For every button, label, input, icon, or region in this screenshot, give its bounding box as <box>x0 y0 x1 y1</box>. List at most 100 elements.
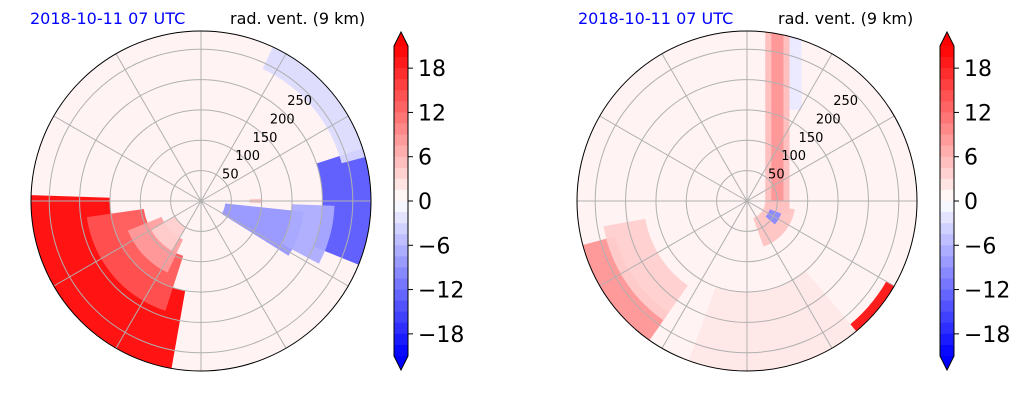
colorbar-band <box>940 167 954 180</box>
colorbar-tick-label: 6 <box>964 146 978 171</box>
azimuth-gridline <box>661 200 748 349</box>
colorbar-band <box>394 189 408 202</box>
colorbar-band <box>940 256 954 268</box>
azimuth-gridline <box>599 200 748 287</box>
radial-tick-label: 150 <box>799 131 824 146</box>
radial-tick-label: 150 <box>253 131 278 146</box>
colorbar-band <box>940 156 954 169</box>
colorbar-band <box>394 212 408 224</box>
colorbar-band <box>394 167 408 180</box>
polar-panel-1: 50 100 150 200 250 2018-10-11 07 UTC rad. vent… <box>30 9 464 372</box>
colorbar-band <box>394 256 408 268</box>
colorbar-band <box>394 223 408 235</box>
colorbar-band <box>394 145 408 158</box>
field-region <box>850 281 897 334</box>
colorbar-band <box>394 68 408 80</box>
radial-tick-label: 200 <box>816 112 841 127</box>
field-region <box>789 31 802 110</box>
colorbar-band <box>394 178 408 191</box>
colorbar-tick-label: 0 <box>418 190 432 215</box>
field-region <box>603 218 688 321</box>
colorbar-tick-label: −18 <box>418 323 464 348</box>
colorbar-band <box>394 79 408 91</box>
colorbar-tick-label: −6 <box>964 234 996 259</box>
colorbar-band <box>940 322 954 335</box>
azimuth-gridline <box>661 53 748 202</box>
colorbar-tick-label: −12 <box>418 279 464 304</box>
colorbar-band <box>940 79 954 91</box>
radial-tick-label: 250 <box>833 94 858 109</box>
azimuth-gridline <box>746 115 895 202</box>
colorbar-tick-label: −18 <box>964 323 1010 348</box>
field-region <box>31 195 186 371</box>
colorbar-band <box>394 278 408 291</box>
colorbar-band <box>394 300 408 313</box>
azimuth-gridline <box>200 115 349 202</box>
azimuth-gridline <box>599 115 748 202</box>
polar-frame <box>30 30 372 372</box>
polar-frame <box>576 30 918 372</box>
colorbar-band <box>394 234 408 246</box>
colorbar-band <box>940 201 954 213</box>
colorbar-band <box>394 57 408 69</box>
radial-tick-label: 100 <box>235 149 260 164</box>
colorbar-extend-min <box>394 356 408 370</box>
colorbar-tick-label: 12 <box>964 101 992 126</box>
colorbar-band <box>940 245 954 257</box>
azimuth-gridline <box>746 200 833 349</box>
polar-panel-2: 50 100 150 200 250 2018-10-11 07 UTC rad. vent… <box>576 9 1010 372</box>
colorbar-band <box>394 46 408 58</box>
colorbar-band <box>394 322 408 335</box>
colorbar-band <box>940 212 954 224</box>
colorbar-tick-label: 0 <box>964 190 978 215</box>
colorbar-band <box>394 156 408 169</box>
colorbar-band <box>394 311 408 324</box>
azimuth-gridline <box>200 200 349 287</box>
colorbar-tick-label: −12 <box>964 279 1010 304</box>
colorbar: 18 12 6 0 −6 −12 −18 <box>393 30 464 372</box>
field-region <box>771 31 784 201</box>
colorbar: 18 12 6 0 −6 −12 −18 <box>939 30 1010 372</box>
colorbar-band <box>940 57 954 69</box>
colorbar-band <box>940 223 954 235</box>
colorbar-band <box>394 101 408 113</box>
colorbar-band <box>940 134 954 147</box>
field-region <box>753 204 795 247</box>
colorbar-band <box>940 178 954 191</box>
colorbar-extend-max <box>394 32 408 46</box>
radial-tick-label: 250 <box>287 94 312 109</box>
chart-title: rad. vent. (9 km) <box>230 9 365 28</box>
colorbar-band <box>394 134 408 147</box>
colorbar-band <box>394 267 408 279</box>
azimuth-gridline <box>53 200 202 287</box>
colorbar-band <box>940 189 954 202</box>
azimuth-gridline <box>200 200 287 349</box>
colorbar-band <box>394 245 408 257</box>
colorbar-band <box>940 90 954 102</box>
azimuth-gridline <box>53 115 202 202</box>
colorbar-band <box>394 344 408 357</box>
azimuth-gridline <box>115 200 202 349</box>
colorbar-band <box>940 123 954 136</box>
colorbar-band <box>940 112 954 124</box>
field-region <box>86 209 184 311</box>
radial-tick-label: 100 <box>781 149 806 164</box>
radial-tick-label: 50 <box>768 168 785 183</box>
colorbar-tick-label: 18 <box>964 57 992 82</box>
colorbar-tick-label: 12 <box>418 101 446 126</box>
colorbar-band <box>940 46 954 58</box>
colorbar-band <box>940 267 954 279</box>
colorbar-band <box>940 333 954 346</box>
timestamp-label: 2018-10-11 07 UTC <box>578 9 733 28</box>
azimuth-gridline <box>746 200 895 287</box>
field-region <box>687 270 859 371</box>
colorbar-tick-label: 18 <box>418 57 446 82</box>
colorbar-band <box>394 112 408 124</box>
colorbar-band <box>940 300 954 313</box>
colorbar-band <box>940 311 954 324</box>
radial-tick-label: 50 <box>222 168 239 183</box>
colorbar-band <box>394 289 408 302</box>
azimuth-gridline <box>746 53 833 202</box>
